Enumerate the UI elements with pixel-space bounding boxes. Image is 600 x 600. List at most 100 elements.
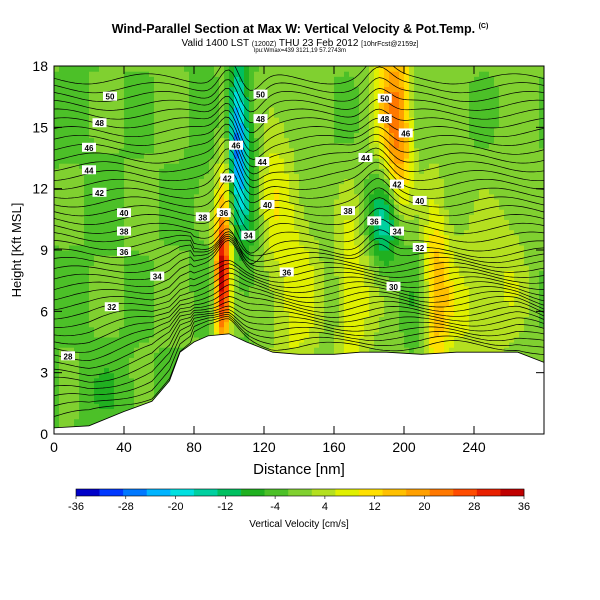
field-cell: [319, 142, 325, 149]
field-cell: [259, 224, 265, 231]
field-cell: [159, 209, 165, 215]
field-cell: [219, 183, 225, 190]
field-cell: [119, 367, 125, 374]
field-cell: [114, 393, 120, 399]
field-cell: [59, 101, 65, 108]
field-cell: [294, 198, 300, 205]
field-cell: [74, 219, 80, 226]
field-cell: [379, 239, 385, 246]
field-cell: [299, 326, 305, 333]
field-cell: [249, 127, 255, 134]
field-cell: [349, 280, 355, 287]
field-cell: [344, 347, 350, 353]
field-cell: [139, 229, 145, 236]
field-cell: [249, 178, 255, 185]
field-cell: [99, 71, 105, 77]
field-cell: [104, 336, 110, 343]
field-cell: [129, 296, 135, 302]
field-cell: [334, 117, 340, 123]
field-cell: [269, 285, 275, 292]
field-cell: [379, 244, 385, 251]
field-cell: [319, 290, 325, 297]
field-cell: [359, 183, 365, 190]
field-cell: [199, 158, 205, 164]
field-cell: [264, 152, 270, 159]
field-cell: [59, 66, 65, 72]
field-cell: [379, 188, 385, 195]
field-cell: [249, 152, 255, 159]
field-cell: [169, 91, 175, 98]
field-cell: [84, 214, 90, 220]
field-cell: [259, 255, 265, 261]
field-cell: [89, 188, 95, 195]
field-cell: [389, 347, 395, 353]
field-cell: [354, 250, 360, 256]
field-cell: [319, 301, 325, 307]
field-cell: [139, 188, 145, 195]
field-cell: [319, 336, 325, 343]
field-cell: [309, 270, 315, 277]
field-cell: [369, 224, 375, 231]
field-cell: [84, 301, 90, 307]
field-cell: [314, 117, 320, 123]
field-cell: [209, 142, 215, 149]
field-cell: [174, 204, 180, 210]
field-cell: [304, 260, 310, 266]
field-cell: [279, 336, 285, 343]
field-cell: [164, 214, 170, 220]
field-cell: [184, 86, 190, 93]
field-cell: [99, 403, 105, 410]
field-cell: [269, 270, 275, 277]
field-cell: [219, 260, 225, 266]
field-cell: [209, 270, 215, 277]
field-cell: [229, 275, 235, 282]
field-cell: [99, 280, 105, 287]
field-cell: [164, 347, 170, 353]
field-cell: [309, 66, 315, 72]
field-cell: [379, 163, 385, 169]
field-cell: [309, 280, 315, 287]
field-cell: [169, 290, 175, 297]
field-cell: [99, 198, 105, 205]
field-cell: [379, 321, 385, 328]
field-cell: [294, 209, 300, 215]
field-cell: [174, 275, 180, 282]
field-cell: [99, 306, 105, 312]
field-cell: [89, 193, 95, 200]
field-cell: [164, 86, 170, 93]
field-cell: [94, 112, 100, 118]
field-cell: [204, 285, 210, 292]
field-cell: [349, 106, 355, 113]
field-cell: [84, 127, 90, 134]
field-cell: [194, 336, 200, 343]
field-cell: [209, 229, 215, 236]
field-cell: [309, 347, 315, 353]
field-cell: [214, 224, 220, 231]
field-cell: [179, 316, 185, 323]
field-cell: [84, 244, 90, 251]
field-cell: [99, 398, 105, 404]
field-cell: [104, 158, 110, 164]
field-cell: [249, 91, 255, 98]
field-cell: [129, 229, 135, 236]
field-cell: [319, 280, 325, 287]
field-cell: [174, 265, 180, 272]
field-cell: [334, 255, 340, 261]
field-cell: [204, 224, 210, 231]
field-cell: [54, 301, 60, 307]
field-cell: [84, 188, 90, 195]
field-cell: [164, 163, 170, 169]
field-cell: [184, 96, 190, 103]
field-cell: [279, 301, 285, 307]
field-cell: [234, 306, 240, 312]
field-cell: [169, 250, 175, 256]
field-cell: [184, 260, 190, 266]
field-cell: [184, 214, 190, 220]
field-cell: [289, 147, 295, 154]
field-cell: [159, 250, 165, 256]
field-cell: [294, 331, 300, 338]
field-cell: [59, 152, 65, 159]
field-cell: [394, 296, 400, 302]
field-cell: [234, 316, 240, 323]
field-cell: [204, 117, 210, 123]
